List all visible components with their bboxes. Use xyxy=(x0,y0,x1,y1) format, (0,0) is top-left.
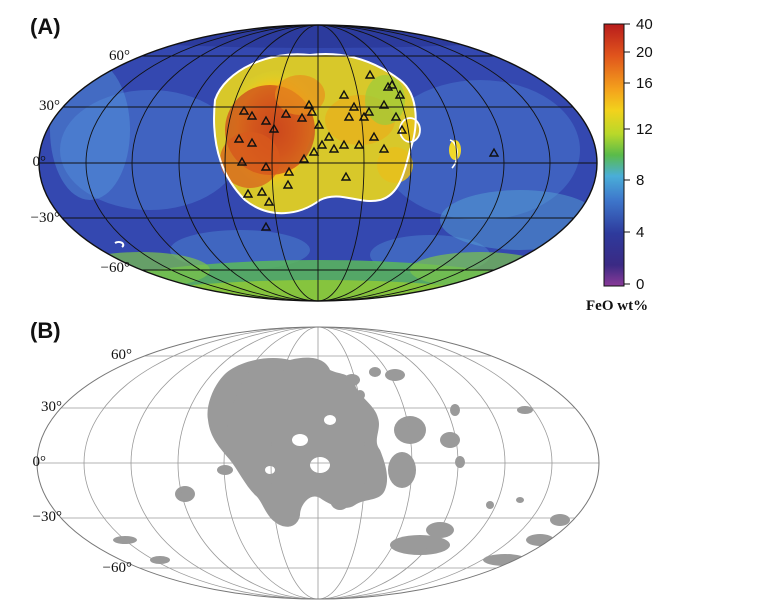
map-b-outline xyxy=(36,326,600,600)
lat-label-b-neg30: −30° xyxy=(32,509,62,525)
panel-b-label: (B) xyxy=(30,318,61,343)
colorbar xyxy=(603,23,625,287)
lat-label-0: 0° xyxy=(32,154,47,170)
panel-a-label: (A) xyxy=(30,14,61,39)
colorbar-tick-12: 12 xyxy=(636,121,653,138)
lat-label-neg30: −30° xyxy=(30,210,60,226)
lat-label-b-neg60: −60° xyxy=(102,560,132,576)
lat-label-60: 60° xyxy=(109,48,130,64)
lat-label-neg60: −60° xyxy=(100,260,130,276)
lat-label-b-0: 0° xyxy=(32,454,47,470)
lat-label-b-60: 60° xyxy=(111,347,132,363)
colorbar-tick-16: 16 xyxy=(636,75,653,92)
colorbar-tick-0: 0 xyxy=(636,276,645,293)
colorbar-ticks xyxy=(624,23,630,285)
colorbar-tick-4: 4 xyxy=(636,224,645,241)
lat-label-30: 30° xyxy=(39,98,60,114)
lat-label-b-30: 30° xyxy=(41,399,62,415)
sample-site-markers xyxy=(233,69,500,231)
colorbar-title: FeO wt% xyxy=(586,298,649,314)
colorbar-tick-40: 40 xyxy=(636,16,653,33)
colorbar-tick-8: 8 xyxy=(636,172,645,189)
map-a-outline xyxy=(38,24,598,302)
colorbar-tick-20: 20 xyxy=(636,44,653,61)
